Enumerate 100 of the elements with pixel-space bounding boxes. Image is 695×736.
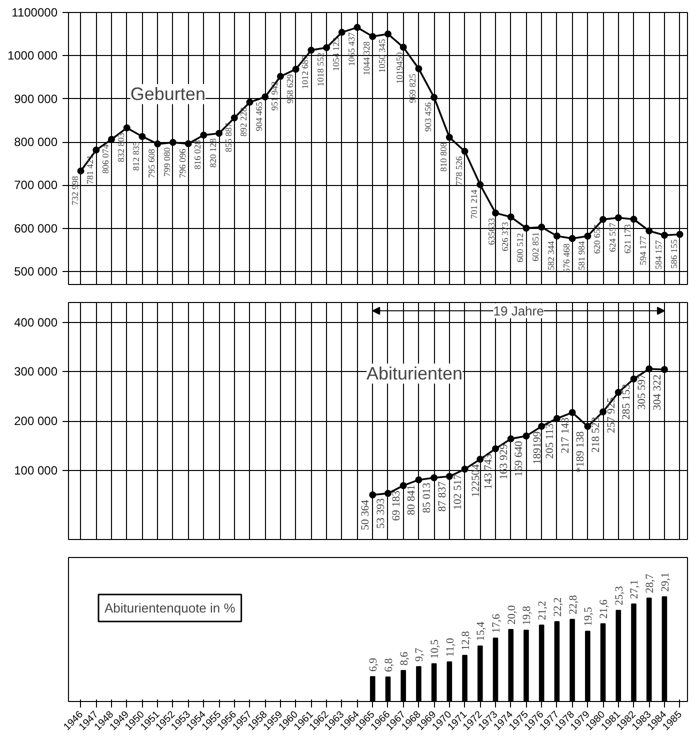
y-tick-label: 800 000: [14, 135, 58, 150]
y-tick-label: 900 000: [14, 92, 58, 106]
data-label: 218 523: [590, 416, 602, 453]
point: [262, 93, 269, 100]
point: [538, 224, 546, 231]
data-label: 17,6: [490, 613, 503, 634]
data-label: 968 629: [284, 74, 295, 104]
point: [553, 232, 560, 240]
data-label: 189199: [532, 430, 544, 464]
point: [400, 482, 407, 490]
point: [230, 114, 238, 122]
data-label: 903 456: [423, 102, 434, 132]
data-label: 806 074: [100, 144, 111, 174]
point: [430, 474, 438, 482]
data-label: 102 517: [452, 474, 464, 510]
data-label: 1044 328: [362, 41, 372, 76]
data-label: 810 808: [438, 142, 448, 172]
data-label: 586 155: [668, 238, 679, 269]
point: [461, 466, 468, 473]
data-label: 27,1: [628, 580, 641, 599]
y-tick-label: 700 000: [14, 178, 58, 192]
data-label: 15,4: [475, 621, 488, 642]
data-label: 600 512: [515, 233, 526, 262]
data-label: 163 929: [498, 443, 510, 480]
point: [246, 98, 254, 106]
data-label: 205 113: [544, 422, 556, 459]
data-label: 85 013: [421, 482, 434, 514]
data-label: 781 421: [85, 155, 96, 184]
annotation: 19 Jahre: [493, 303, 544, 318]
data-label: 778 526: [454, 156, 464, 186]
data-label: 1054 123: [330, 36, 341, 72]
data-label: 11,0: [444, 638, 456, 657]
point: [507, 435, 514, 442]
data-label: 796 096: [177, 148, 188, 178]
data-label: 1012 687: [300, 54, 310, 89]
data-label: 53 393: [374, 498, 387, 529]
point: [461, 148, 468, 155]
point: [568, 409, 576, 416]
y-tick-label: 200 000: [14, 414, 58, 428]
data-label: 635633: [486, 217, 496, 245]
data-label: 1018 552: [316, 52, 326, 86]
point: [184, 140, 192, 148]
data-label: 22,8: [567, 594, 580, 614]
point: [660, 366, 668, 373]
data-label: 820 128: [208, 138, 218, 168]
data-label: 217 143: [559, 417, 572, 454]
data-label: 21,6: [598, 598, 610, 619]
data-label: 285 153: [620, 383, 633, 420]
point: [614, 214, 622, 222]
point: [646, 227, 653, 234]
data-label: 904 465: [254, 101, 264, 132]
data-label: 795 608: [146, 148, 157, 178]
data-label: 80 841: [406, 484, 418, 516]
data-label: 626 373: [500, 221, 510, 252]
data-label: 602 851: [530, 232, 541, 262]
y-tick-label: 300 000: [14, 364, 58, 379]
data-label: 6,9: [368, 657, 380, 672]
data-label: 584 157: [653, 240, 664, 270]
y-tick-label: 1000 000: [7, 48, 58, 63]
text: Abiturientenquote in %: [104, 600, 236, 616]
point: [77, 167, 84, 174]
data-label: 1019450: [394, 52, 404, 84]
data-label: 951 942: [269, 81, 280, 111]
point: [154, 140, 162, 148]
point: [369, 491, 376, 498]
data-label: 19,5: [582, 606, 595, 626]
data-label: 812 835: [131, 140, 142, 171]
data-label: 8,6: [398, 651, 410, 666]
point: [614, 388, 622, 396]
data-label: 10,5: [429, 638, 442, 659]
point: [92, 146, 100, 154]
data-label: *189 138: [574, 430, 587, 473]
point: [507, 213, 514, 220]
data-label: 620 657: [592, 224, 602, 254]
data-label: 969 825: [408, 73, 418, 103]
data-label: 582 344: [546, 240, 556, 270]
point: [600, 216, 607, 223]
data-label: 576 468: [561, 243, 572, 273]
point: [338, 28, 346, 36]
data-label: 594 177: [638, 235, 648, 266]
point: [138, 132, 146, 140]
point: [492, 209, 499, 216]
data-label: 624 557: [607, 222, 618, 252]
point: [446, 472, 453, 480]
data-label: 832 803: [116, 132, 126, 162]
data-label: 28,7: [644, 573, 656, 594]
point: [369, 33, 376, 40]
point: [538, 422, 546, 430]
data-label: 87 837: [436, 480, 448, 512]
data-label: 892 228: [238, 106, 249, 136]
point: [600, 408, 607, 416]
data-label: 305 597: [636, 373, 648, 410]
data-label: 855 887: [223, 122, 234, 152]
y-tick-label: 100 000: [14, 463, 58, 478]
data-label: 20,0: [506, 604, 518, 624]
data-label: 12,8: [460, 630, 472, 650]
data-label: 621 173: [622, 224, 633, 254]
point: [384, 490, 392, 497]
point: [522, 432, 530, 440]
point: [308, 46, 315, 54]
